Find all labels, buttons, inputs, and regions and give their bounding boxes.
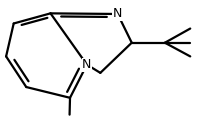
Text: N: N [82,58,92,71]
Text: N: N [113,8,122,20]
